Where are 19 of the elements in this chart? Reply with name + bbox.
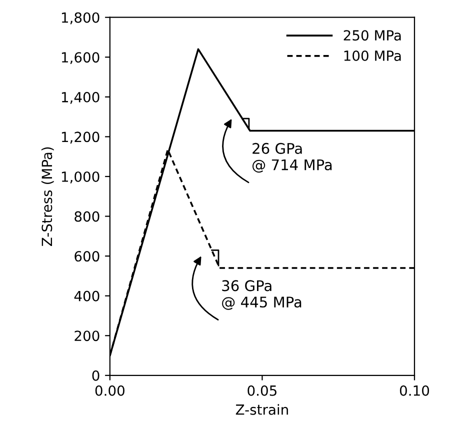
- x-tick-label: 0.10: [400, 385, 430, 396]
- y-tick-label: 0: [92, 370, 100, 381]
- y-tick-label: 1,800: [62, 12, 100, 24]
- y-tick-label: 200: [74, 330, 100, 342]
- legend-label: 250 MPa: [344, 30, 401, 41]
- x-axis-title: Z-strain: [236, 404, 288, 415]
- y-tick-label: 1,600: [62, 52, 100, 64]
- y-tick-label: 400: [74, 290, 100, 302]
- x-tick-label: 0.00: [95, 385, 124, 396]
- y-tick-label: 1,200: [62, 132, 100, 144]
- x-tick-label: 0.05: [248, 385, 276, 396]
- annotation: 26 GPa @ 714 MPa: [252, 142, 332, 173]
- y-tick-label: 1,400: [62, 92, 100, 104]
- y-tick-label: 600: [74, 251, 100, 262]
- y-tick-label: 1,000: [62, 171, 100, 184]
- y-axis-title: Z-Stress (MPa): [41, 147, 54, 246]
- legend-label: 100 MPa: [344, 50, 401, 61]
- y-tick-label: 800: [74, 211, 100, 222]
- annotation: 36 GPa @ 445 MPa: [222, 280, 302, 310]
